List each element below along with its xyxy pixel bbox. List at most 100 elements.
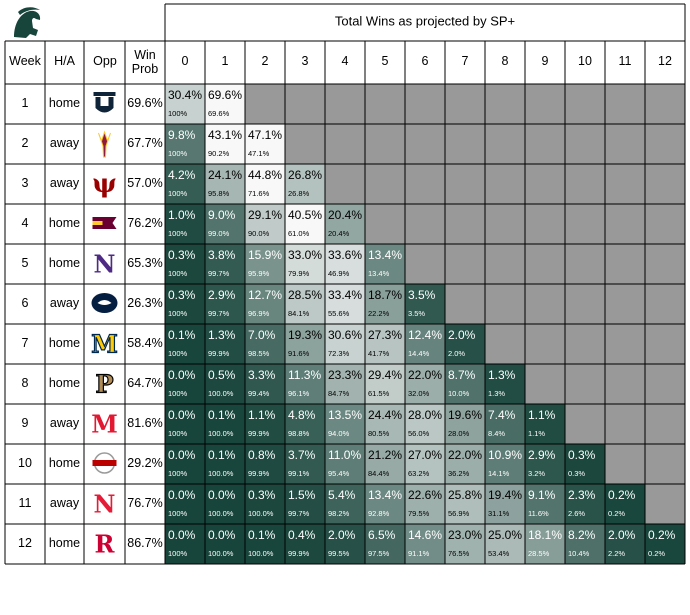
cumulative-probability-cell: 61.5% bbox=[368, 389, 390, 398]
win-probability-cell: 30.6% bbox=[328, 328, 362, 342]
table-row: 11 away 76.7% N bbox=[19, 490, 163, 519]
win-probability-cell: 0.3% bbox=[168, 248, 196, 262]
win-probability-cell: 0.1% bbox=[208, 408, 236, 422]
cumulative-probability-cell: 20.4% bbox=[328, 229, 350, 238]
heat-cell bbox=[245, 444, 285, 484]
cumulative-probability-cell: 99.4% bbox=[248, 389, 270, 398]
win-probability: 76.7% bbox=[127, 496, 162, 510]
heat-cell bbox=[245, 204, 285, 244]
svg-text:N: N bbox=[94, 490, 116, 519]
cumulative-probability-cell: 100.0% bbox=[208, 509, 234, 518]
cumulative-probability-cell: 100% bbox=[168, 109, 188, 118]
empty-cell bbox=[565, 164, 605, 204]
table-row: 10 home 29.2% bbox=[18, 452, 163, 474]
win-probability: 58.4% bbox=[127, 336, 162, 350]
cumulative-probability-cell: 98.8% bbox=[288, 429, 310, 438]
heat-cell bbox=[405, 364, 445, 404]
cumulative-probability-cell: 96.9% bbox=[248, 309, 270, 318]
heat-cell bbox=[205, 284, 245, 324]
win-probability-cell: 44.8% bbox=[248, 168, 282, 182]
cmu-logo-icon bbox=[92, 217, 117, 229]
heat-cell bbox=[245, 164, 285, 204]
empty-cell bbox=[645, 324, 685, 364]
heat-cell bbox=[645, 524, 685, 564]
heat-cell bbox=[445, 484, 485, 524]
win-probability-cell: 3.5% bbox=[408, 288, 436, 302]
win-probability-cell: 25.0% bbox=[488, 528, 522, 542]
empty-cell bbox=[525, 324, 565, 364]
week-number: 2 bbox=[22, 136, 29, 150]
heat-cell bbox=[525, 524, 565, 564]
empty-cell bbox=[485, 124, 525, 164]
win-column-header: 5 bbox=[382, 54, 389, 68]
cumulative-probability-cell: 100% bbox=[168, 269, 188, 278]
win-probability-cell: 29.1% bbox=[248, 208, 282, 222]
heat-cell bbox=[285, 324, 325, 364]
heat-cell bbox=[365, 284, 405, 324]
win-probability-cell: 10.9% bbox=[488, 448, 522, 462]
svg-text:M: M bbox=[91, 410, 118, 439]
empty-cell bbox=[485, 84, 525, 124]
win-probability: 86.7% bbox=[127, 536, 162, 550]
msu-spartan-helmet-icon bbox=[14, 7, 41, 39]
cumulative-probability-cell: 14.4% bbox=[408, 349, 430, 358]
heat-cell bbox=[445, 524, 485, 564]
cumulative-probability-cell: 99.7% bbox=[208, 309, 230, 318]
win-probability-cell: 5.4% bbox=[328, 488, 356, 502]
empty-cell bbox=[285, 84, 325, 124]
empty-cell bbox=[525, 204, 565, 244]
empty-cell bbox=[365, 124, 405, 164]
win-probability-cell: 23.3% bbox=[328, 368, 362, 382]
cumulative-probability-cell: 26.8% bbox=[288, 189, 310, 198]
empty-cell bbox=[405, 124, 445, 164]
cumulative-probability-cell: 100.0% bbox=[208, 469, 234, 478]
home-away-label: home bbox=[49, 456, 80, 470]
heat-cell bbox=[565, 444, 605, 484]
heat-cell bbox=[605, 524, 645, 564]
ohio-state-icon bbox=[92, 452, 117, 474]
empty-cell bbox=[525, 364, 565, 404]
win-probability-cell: 47.1% bbox=[248, 128, 282, 142]
header-win-prob-line1: Win bbox=[134, 48, 156, 62]
cumulative-probability-cell: 8.4% bbox=[488, 429, 505, 438]
win-probability-cell: 27.0% bbox=[408, 448, 442, 462]
heat-cell bbox=[485, 484, 525, 524]
win-probability-cell: 27.3% bbox=[368, 328, 402, 342]
empty-cell bbox=[645, 244, 685, 284]
win-probability-cell: 25.8% bbox=[448, 488, 482, 502]
cumulative-probability-cell: 0.2% bbox=[648, 549, 665, 558]
cumulative-probability-cell: 96.1% bbox=[288, 389, 310, 398]
heat-cell bbox=[485, 364, 525, 404]
home-away-label: away bbox=[50, 136, 80, 150]
cumulative-probability-cell: 14.1% bbox=[488, 469, 510, 478]
table-row: 9 away 81.6% M bbox=[22, 410, 163, 439]
heat-cell bbox=[405, 444, 445, 484]
empty-cell bbox=[645, 364, 685, 404]
home-away-label: away bbox=[50, 496, 80, 510]
heat-cell bbox=[285, 484, 325, 524]
heat-cell bbox=[445, 364, 485, 404]
cumulative-probability-cell: 11.6% bbox=[528, 509, 549, 518]
cumulative-probability-cell: 2.0% bbox=[448, 349, 465, 358]
win-probability-cell: 2.0% bbox=[608, 528, 636, 542]
win-probability-cell: 4.8% bbox=[288, 408, 316, 422]
cumulative-probability-cell: 2.2% bbox=[608, 549, 625, 558]
empty-cell bbox=[605, 404, 645, 444]
heat-cell bbox=[285, 164, 325, 204]
cumulative-probability-cell: 90.0% bbox=[248, 229, 270, 238]
win-probability-cell: 0.0% bbox=[208, 528, 236, 542]
header-opponent: Opp bbox=[93, 54, 117, 68]
win-probability-cell: 0.0% bbox=[168, 448, 196, 462]
table-row: 6 away 26.3% bbox=[22, 293, 163, 313]
heat-cell bbox=[365, 524, 405, 564]
empty-cell bbox=[565, 404, 605, 444]
empty-cell bbox=[485, 324, 525, 364]
heat-cell bbox=[245, 284, 285, 324]
win-column-header: 6 bbox=[422, 54, 429, 68]
empty-cell bbox=[445, 164, 485, 204]
empty-cell bbox=[605, 124, 645, 164]
heat-cell bbox=[365, 404, 405, 444]
win-probability-cell: 19.4% bbox=[488, 488, 522, 502]
heat-cell bbox=[205, 404, 245, 444]
win-probability-cell: 13.4% bbox=[368, 248, 402, 262]
